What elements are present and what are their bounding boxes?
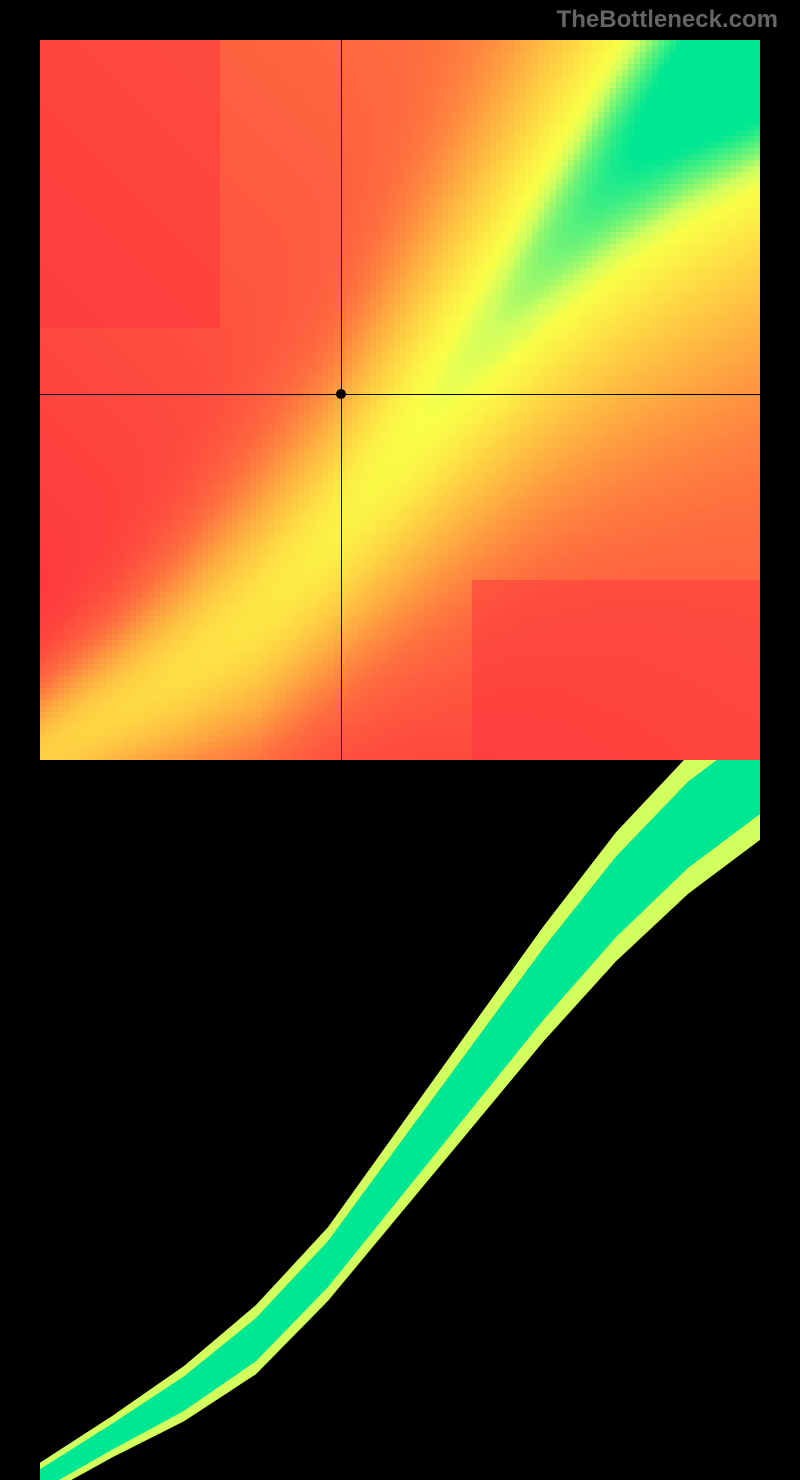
watermark: TheBottleneck.com: [557, 6, 778, 34]
heatmap-canvas: [40, 40, 760, 760]
green-band-overlay: [40, 760, 760, 1480]
crosshair-vertical: [341, 40, 342, 760]
plot-area: [40, 40, 760, 760]
crosshair-horizontal: [40, 394, 760, 395]
marker-dot: [336, 389, 346, 399]
